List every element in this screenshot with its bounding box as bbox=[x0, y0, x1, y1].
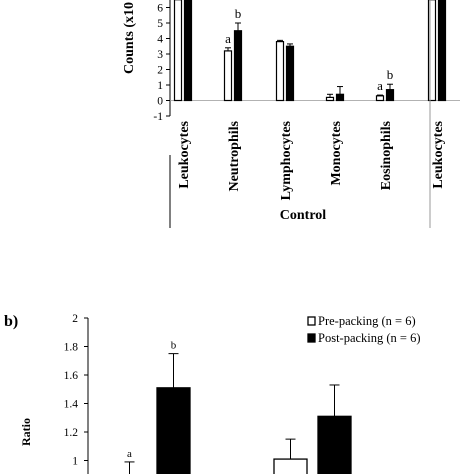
legend-label-pre-packing: Pre-packing (n = 6) bbox=[318, 314, 416, 328]
bar-eosinophils-series-2 bbox=[385, 89, 395, 102]
y-tick-label: 2 bbox=[72, 313, 78, 325]
panel-b-chart: b) Ratio 1 1.2 1.4 1.6 1.8 2 a b Pre-packing (… bbox=[4, 313, 421, 474]
significance-letter: a bbox=[127, 448, 132, 460]
bar-leukocytes-series-2 bbox=[437, 0, 447, 102]
panel-b-y-axis-label: Ratio bbox=[19, 418, 33, 446]
y-tick-label: 4 bbox=[157, 34, 163, 46]
legend-label-post-packing: Post-packing (n = 6) bbox=[318, 331, 421, 345]
significance-letter: b bbox=[387, 67, 394, 82]
y-tick-label: 6 bbox=[157, 3, 163, 15]
x-tick-label-monocytes: Monocytes bbox=[329, 120, 344, 185]
y-tick-label: 0 bbox=[157, 96, 163, 108]
legend: Pre-packing (n = 6) Post-packing (n = 6) bbox=[307, 314, 421, 345]
bar-neutrophils-series-1 bbox=[223, 50, 233, 102]
y-tick-label: 1.6 bbox=[64, 370, 79, 382]
bar-group-1-post-packing-n-6 bbox=[156, 387, 191, 474]
panel-b-label: b) bbox=[4, 313, 18, 330]
bar-eosinophils-series-1 bbox=[375, 95, 385, 102]
y-tick-label: 1.8 bbox=[64, 342, 79, 354]
y-tick-label: 5 bbox=[157, 18, 163, 30]
y-tick-label: 1 bbox=[157, 80, 163, 92]
y-tick-label: 2 bbox=[157, 65, 163, 77]
y-tick-label: 3 bbox=[157, 49, 163, 61]
bar-monocytes-series-1 bbox=[325, 96, 335, 102]
bar-leukocytes-series-2 bbox=[183, 0, 193, 102]
bar-neutrophils-series-2 bbox=[233, 30, 243, 102]
bar-lymphocytes-series-1 bbox=[275, 40, 285, 102]
bar-lymphocytes-series-2 bbox=[285, 45, 295, 102]
y-tick-label: 1.2 bbox=[64, 427, 79, 439]
significance-letter: b bbox=[235, 6, 242, 21]
bar-monocytes-series-2 bbox=[335, 93, 345, 102]
x-tick-label-lymphocytes: Lymphocytes bbox=[279, 120, 294, 200]
y-tick-label: -1 bbox=[153, 111, 163, 123]
significance-letter: a bbox=[377, 78, 383, 93]
x-tick-label-neutrophils: Neutrophils bbox=[227, 120, 242, 191]
bar-group-2-pre-packing-n-6 bbox=[273, 458, 308, 474]
panel-a-y-axis-label: Counts (x10 bbox=[122, 2, 137, 74]
significance-letter: b bbox=[171, 340, 177, 352]
bar-leukocytes-series-1 bbox=[173, 0, 183, 102]
significance-letter: a bbox=[225, 31, 231, 46]
y-tick-label: 1.4 bbox=[64, 399, 79, 411]
bar-leukocytes-series-1 bbox=[427, 0, 437, 102]
legend-swatch-post-packing bbox=[307, 333, 316, 343]
x-tick-label-leukocytes: Leukocytes bbox=[431, 120, 446, 188]
panel-a-group-label: Control bbox=[280, 208, 327, 223]
bar-group-2-post-packing-n-6 bbox=[317, 415, 352, 474]
y-tick-label: 1 bbox=[72, 456, 78, 468]
x-tick-label-eosinophils: Eosinophils bbox=[379, 120, 394, 190]
x-tick-label-leukocytes: Leukocytes bbox=[177, 120, 192, 188]
legend-swatch-pre-packing bbox=[307, 316, 316, 326]
